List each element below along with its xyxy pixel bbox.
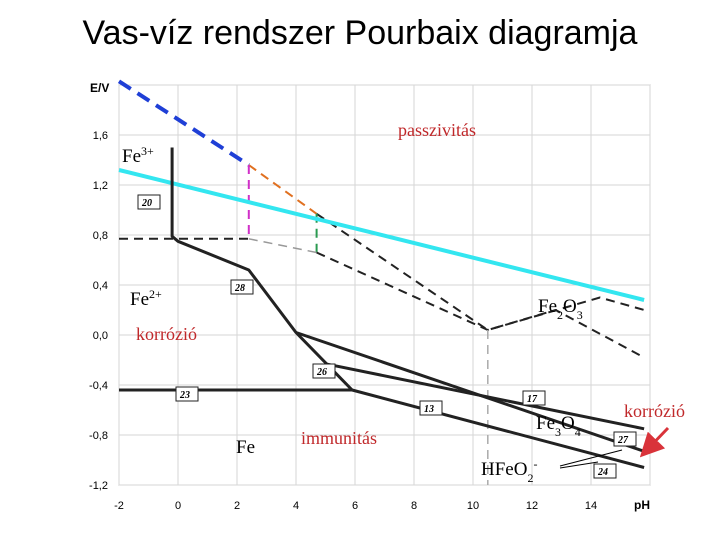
- x-tick-label: -2: [114, 500, 124, 512]
- badge-20: 20: [137, 194, 161, 210]
- series-line-7: [316, 251, 645, 359]
- y-axis-title: E/V: [90, 81, 109, 95]
- series-line-2: [316, 212, 645, 331]
- badge-20-label: 20: [141, 198, 152, 209]
- slide-title: Vas-víz rendszer Pourbaix diagramja: [82, 14, 638, 52]
- x-tick-label: 10: [467, 500, 479, 512]
- badge-24: 24: [593, 463, 617, 479]
- series-line-14: [351, 388, 645, 469]
- badge-27: 27: [613, 431, 637, 447]
- badge-24-label: 24: [597, 467, 608, 478]
- line-number-badges: 20 28 26 23 13 17 27 24: [137, 194, 637, 479]
- hfeo2-pointer-2: [559, 461, 599, 469]
- species-hfeo2-minus: HFeO2-: [481, 457, 537, 485]
- korrozio-arrow: [639, 426, 670, 458]
- species-fe: Fe: [236, 437, 255, 458]
- badge-13: 13: [419, 400, 443, 416]
- badge-27-label: 27: [617, 435, 629, 446]
- badge-23-label: 23: [179, 390, 190, 401]
- x-tick-label: 0: [175, 500, 181, 512]
- x-ticks: -2 0 2 4 6 8 10 12 14: [114, 500, 597, 512]
- y-tick-label: 0,0: [93, 330, 108, 342]
- series-line-6: [248, 238, 317, 254]
- annotation-korrozio-left: korrózió: [136, 324, 197, 344]
- x-tick-label: 12: [526, 500, 538, 512]
- species-fe3o4: Fe3O4: [536, 413, 581, 439]
- hfeo2-pointer-1: [559, 449, 623, 467]
- x-tick-label: 14: [585, 500, 597, 512]
- badge-26: 26: [312, 363, 336, 379]
- y-tick-label: 0,4: [93, 280, 108, 292]
- x-tick-label: 8: [411, 500, 417, 512]
- x-axis-title: pH: [634, 498, 650, 512]
- species-fe3plus: Fe3+: [122, 144, 154, 167]
- x-tick-label: 4: [293, 500, 299, 512]
- badge-26-label: 26: [316, 367, 327, 378]
- y-tick-label: 0,8: [93, 230, 108, 242]
- badge-13-label: 13: [424, 404, 434, 415]
- species-fe2plus: Fe2+: [130, 287, 162, 310]
- series-line-0: [117, 79, 250, 167]
- badge-17: 17: [522, 390, 546, 406]
- annotation-passzivitas: passzivitás: [398, 120, 476, 140]
- y-tick-label: -1,2: [89, 480, 108, 492]
- badge-23: 23: [175, 386, 199, 402]
- badge-28: 28: [230, 279, 254, 295]
- y-tick-label: 1,2: [93, 180, 108, 192]
- x-tick-label: 2: [234, 500, 240, 512]
- species-fe2o3: Fe2O3: [538, 296, 583, 322]
- y-tick-label: -0,8: [89, 430, 108, 442]
- annotation-immunitas: immunitás: [301, 428, 377, 448]
- y-tick-label: -0,4: [89, 380, 108, 392]
- series-line-10: [170, 147, 354, 392]
- y-ticks: 1,6 1,2 0,8 0,4 0,0 -0,4 -0,8 -1,2: [89, 130, 108, 492]
- badge-17-label: 17: [527, 394, 538, 405]
- y-tick-label: 1,6: [93, 130, 108, 142]
- series-line-9: [118, 168, 645, 302]
- annotation-korrozio-right: korrózió: [624, 401, 685, 421]
- series-lines: [117, 79, 645, 485]
- badge-28-label: 28: [234, 283, 245, 294]
- x-tick-label: 6: [352, 500, 358, 512]
- series-line-13: [295, 331, 645, 453]
